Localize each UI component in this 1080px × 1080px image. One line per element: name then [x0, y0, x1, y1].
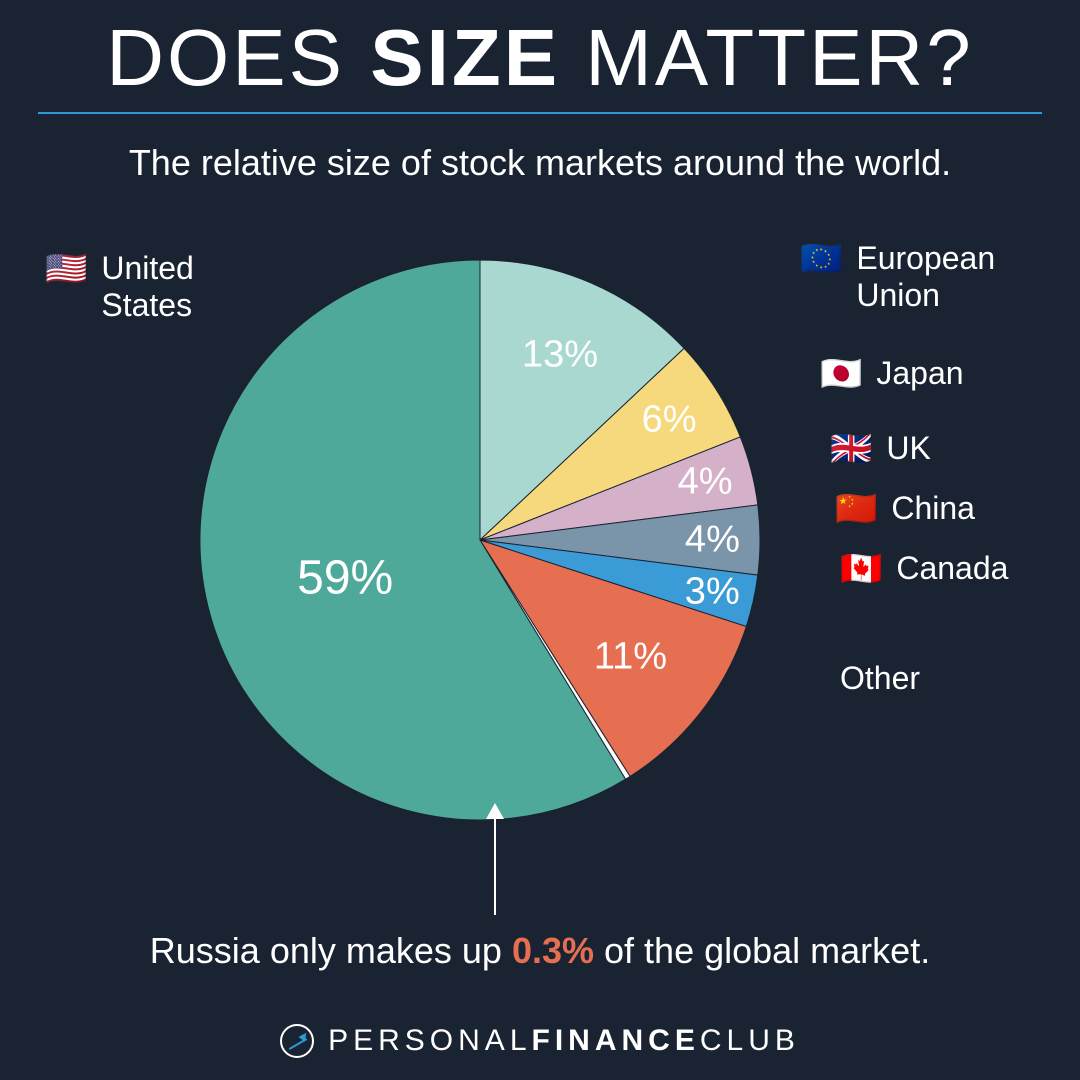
title-post: MATTER? — [560, 13, 974, 102]
slice-label-eu: 13% — [522, 333, 598, 376]
legend-eu: 🇪🇺 European Union — [800, 240, 995, 314]
callout-arrow — [494, 815, 496, 915]
slice-label-china: 4% — [685, 519, 740, 562]
flag-icon-eu: 🇪🇺 — [800, 242, 842, 276]
slice-label-other: 11% — [594, 635, 667, 678]
legend-canada: 🇨🇦 Canada — [840, 550, 1008, 587]
legend-label-canada: Canada — [896, 550, 1008, 587]
legend-uk: 🇬🇧 UK — [830, 430, 931, 467]
callout-pre: Russia only makes up — [150, 930, 512, 971]
legend-label-uk: UK — [886, 430, 930, 467]
slice-label-japan: 6% — [642, 398, 697, 441]
callout-highlight: 0.3% — [512, 930, 594, 971]
flag-icon-canada: 🇨🇦 — [840, 552, 882, 586]
footer-post: CLUB — [700, 1024, 800, 1057]
slice-label-us: 59% — [297, 550, 393, 605]
footer-bold: FINANCE — [532, 1024, 700, 1057]
legend-china: 🇨🇳 China — [835, 490, 975, 527]
flag-icon-japan: 🇯🇵 — [820, 357, 862, 391]
flag-icon-uk: 🇬🇧 — [830, 432, 872, 466]
slice-label-canada: 3% — [685, 570, 740, 613]
callout-post: of the global market. — [594, 930, 930, 971]
legend-other: Other — [840, 660, 920, 697]
legend-label-other: Other — [840, 660, 920, 697]
legend-japan: 🇯🇵 Japan — [820, 355, 964, 392]
footer-pre: PERSONAL — [328, 1024, 531, 1057]
flag-icon-china: 🇨🇳 — [835, 492, 877, 526]
legend-label-japan: Japan — [876, 355, 963, 392]
brand-logo-icon — [280, 1024, 314, 1058]
flag-icon-us: 🇺🇸 — [45, 252, 87, 286]
legend-label-us: United States — [101, 250, 194, 324]
slice-label-uk: 4% — [678, 461, 733, 504]
callout-text: Russia only makes up 0.3% of the global … — [0, 930, 1080, 972]
legend-label-eu: European Union — [856, 240, 995, 314]
title-underline — [38, 112, 1042, 114]
legend-us: 🇺🇸 United States — [45, 250, 194, 324]
subtitle: The relative size of stock markets aroun… — [0, 142, 1080, 184]
title-bold: SIZE — [370, 13, 560, 102]
pie-chart — [200, 260, 760, 820]
pie-chart-area: 13% 🇪🇺 European Union 6% 🇯🇵 Japan 4% 🇬🇧 UK 4% 🇨🇳 Ch… — [0, 240, 1080, 880]
title-pre: DOES — [106, 13, 370, 102]
footer-brand: PERSONALFINANCECLUB — [0, 1024, 1080, 1058]
page-title: DOES SIZE MATTER? — [0, 0, 1080, 98]
legend-label-china: China — [891, 490, 975, 527]
